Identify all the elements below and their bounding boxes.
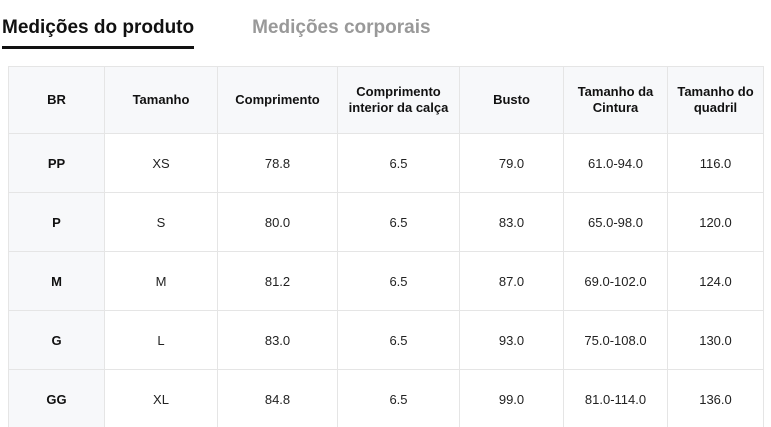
table-cell: 93.0 [459,310,564,370]
column-header: Comprimento interior da calça [337,66,460,134]
table-row: P S 80.0 6.5 83.0 65.0-98.0 120.0 [8,192,764,252]
column-header: Tamanho do quadril [667,66,764,134]
table-cell: 80.0 [217,192,338,252]
table-body: PP XS 78.8 6.5 79.0 61.0-94.0 116.0 P S 80.0 6.5 83… [8,133,764,427]
table-cell: 136.0 [667,369,764,427]
row-label-cell: P [8,192,105,252]
table-cell: 75.0-108.0 [563,310,668,370]
table-cell: XL [104,369,218,427]
table-cell: 6.5 [337,310,460,370]
table-cell: 81.2 [217,251,338,311]
column-header: Tamanho [104,66,218,134]
table-cell: 78.8 [217,133,338,193]
column-header: Tamanho da Cintura [563,66,668,134]
table-cell: 99.0 [459,369,564,427]
table-cell: 65.0-98.0 [563,192,668,252]
table-cell: 124.0 [667,251,764,311]
measurement-tabs: Medições do produto Medições corporais [0,0,771,49]
product-measurements-table: BR Tamanho Comprimento Comprimento interior… [8,66,764,427]
table-cell: S [104,192,218,252]
table-cell: 6.5 [337,192,460,252]
table-header-row: BR Tamanho Comprimento Comprimento interior… [8,66,764,134]
table-cell: 79.0 [459,133,564,193]
table-cell: 130.0 [667,310,764,370]
column-header: BR [8,66,105,134]
header-row: BR Tamanho Comprimento Comprimento interior… [8,66,764,134]
table-cell: 87.0 [459,251,564,311]
table-row: GG XL 84.8 6.5 99.0 81.0-114.0 136.0 [8,369,764,427]
table-row: G L 83.0 6.5 93.0 75.0-108.0 130.0 [8,310,764,370]
tab-body-measurements[interactable]: Medições corporais [252,17,431,38]
table-cell: 6.5 [337,133,460,193]
column-header: Busto [459,66,564,134]
tab-product-measurements[interactable]: Medições do produto [2,17,195,49]
table-cell: 6.5 [337,251,460,311]
table-cell: 6.5 [337,369,460,427]
row-label-cell: G [8,310,105,370]
table-cell: 120.0 [667,192,764,252]
table-cell: 83.0 [217,310,338,370]
table-cell: 69.0-102.0 [563,251,668,311]
table-cell: 84.8 [217,369,338,427]
table-cell: M [104,251,218,311]
table-cell: XS [104,133,218,193]
table-cell: 116.0 [667,133,764,193]
table-cell: 81.0-114.0 [563,369,668,427]
table-cell: L [104,310,218,370]
table-row: PP XS 78.8 6.5 79.0 61.0-94.0 116.0 [8,133,764,193]
row-label-cell: PP [8,133,105,193]
column-header: Comprimento [217,66,338,134]
table-cell: 61.0-94.0 [563,133,668,193]
row-label-cell: M [8,251,105,311]
row-label-cell: GG [8,369,105,427]
table-row: M M 81.2 6.5 87.0 69.0-102.0 124.0 [8,251,764,311]
table-cell: 83.0 [459,192,564,252]
